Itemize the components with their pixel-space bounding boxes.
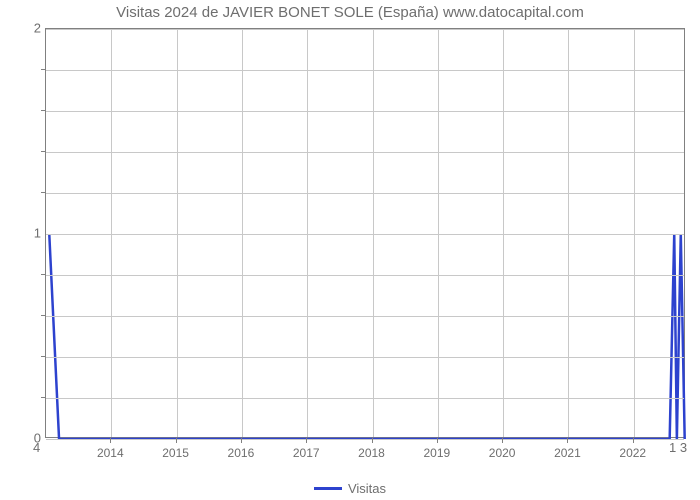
x-tick-label: 2018 [358,446,385,460]
x-tick-label: 2014 [97,446,124,460]
y-gridline [46,439,684,440]
x-tick [437,438,438,443]
y-minor-tick [41,397,45,398]
x-tick [567,438,568,443]
x-gridline [438,29,439,437]
x-gridline [111,29,112,437]
x-tick-label: 2020 [489,446,516,460]
x-gridline [177,29,178,437]
y-minor-tick [41,110,45,111]
y-gridline-minor [46,193,684,194]
x-tick [306,438,307,443]
x-tick [176,438,177,443]
y-minor-tick [41,274,45,275]
x-gridline [503,29,504,437]
y-minor-tick [41,192,45,193]
x-tick-label: 2017 [293,446,320,460]
x-tick [633,438,634,443]
x-tick-label: 2022 [619,446,646,460]
plot-area [45,28,685,438]
x-tick-label: 2015 [162,446,189,460]
x-gridline [634,29,635,437]
x-gridline [373,29,374,437]
legend-swatch [314,487,342,490]
x-gridline [568,29,569,437]
x-tick [372,438,373,443]
y-tick-label: 2 [23,21,41,36]
y-gridline-minor [46,316,684,317]
y-gridline-minor [46,70,684,71]
y-gridline-minor [46,275,684,276]
legend-label: Visitas [348,481,386,496]
x-tick [502,438,503,443]
y-minor-tick [41,356,45,357]
y-gridline-minor [46,152,684,153]
corner-label-bottom-left: 4 [33,440,40,455]
x-tick [110,438,111,443]
y-minor-tick [41,315,45,316]
chart-container: Visitas 2024 de JAVIER BONET SOLE (Españ… [0,0,700,500]
y-gridline [46,234,684,235]
y-gridline [46,29,684,30]
y-gridline-minor [46,398,684,399]
chart-title: Visitas 2024 de JAVIER BONET SOLE (Españ… [0,4,700,21]
y-tick-label: 1 [23,226,41,241]
x-gridline [242,29,243,437]
x-tick-label: 2019 [423,446,450,460]
y-gridline-minor [46,357,684,358]
x-tick-label: 2016 [228,446,255,460]
legend: Visitas [0,480,700,496]
x-tick [241,438,242,443]
y-gridline-minor [46,111,684,112]
x-gridline [307,29,308,437]
corner-label-bottom-right: 1 3 [669,440,687,455]
y-minor-tick [41,69,45,70]
y-minor-tick [41,151,45,152]
x-tick-label: 2021 [554,446,581,460]
